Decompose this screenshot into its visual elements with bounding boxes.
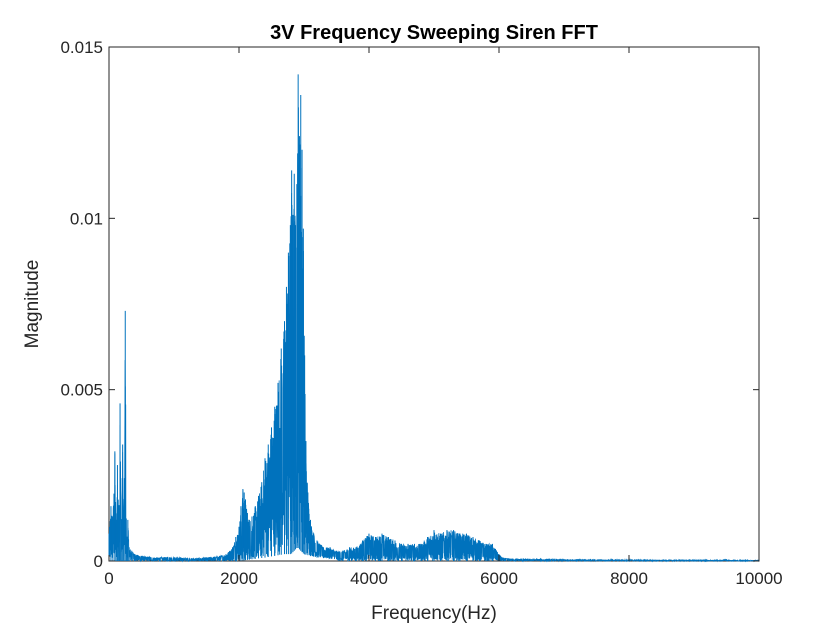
x-tick-label: 0 [104, 569, 113, 588]
y-tick-label: 0.015 [60, 38, 103, 57]
y-axis-label: Magnitude [22, 260, 43, 349]
plot-frame [108, 46, 760, 562]
y-tick-label: 0.005 [60, 381, 103, 400]
x-axis-label: Frequency(Hz) [371, 603, 497, 624]
x-tick-label: 6000 [480, 569, 518, 588]
chart-title: 3V Frequency Sweeping Siren FFT [270, 22, 598, 44]
y-axis: 0 0.005 0.01 0.015 [60, 38, 759, 571]
y-tick-label: 0 [94, 552, 103, 571]
series-group [108, 74, 760, 563]
x-tick-label: 2000 [220, 569, 258, 588]
x-tick-label: 8000 [610, 569, 648, 588]
x-tick-label: 10000 [735, 569, 782, 588]
x-axis: 0 2000 4000 6000 8000 10000 [104, 47, 783, 588]
series-line [108, 107, 760, 563]
y-tick-label: 0.01 [70, 209, 103, 228]
x-tick-label: 4000 [350, 569, 388, 588]
